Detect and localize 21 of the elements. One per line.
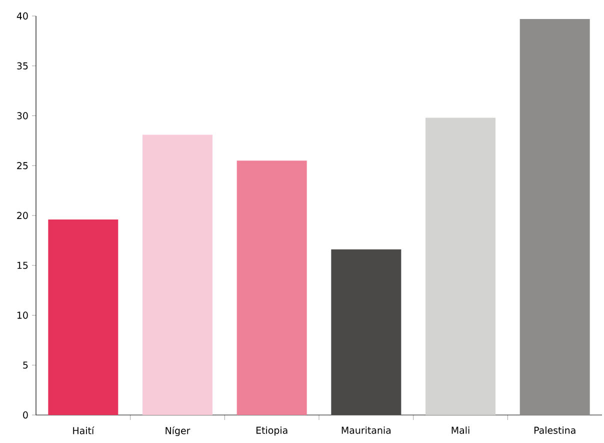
x-tick-label: Etiopia — [256, 426, 288, 436]
x-tick-label: Níger — [166, 426, 190, 436]
bar — [236, 160, 307, 415]
y-tick-label: 20 — [17, 212, 28, 220]
x-tick-label: Mauritania — [342, 426, 391, 434]
bar — [520, 18, 590, 415]
bar — [426, 118, 496, 415]
y-tick-label: 0 — [23, 411, 28, 419]
y-tick-label: 40 — [16, 12, 28, 20]
y-tick-label: 30 — [17, 112, 28, 120]
bar — [142, 134, 213, 415]
y-tick-label: 15 — [17, 262, 28, 269]
x-tick-label: Mali — [452, 426, 470, 434]
x-tick-label: Palestina — [534, 426, 576, 434]
y-tick-label: 5 — [23, 362, 28, 369]
bar — [331, 249, 402, 415]
y-tick-label: 35 — [17, 62, 28, 70]
bar — [48, 219, 118, 415]
y-tick-label: 10 — [17, 312, 28, 319]
x-tick-label: Haití — [73, 426, 94, 434]
y-tick-label: 25 — [17, 162, 28, 170]
